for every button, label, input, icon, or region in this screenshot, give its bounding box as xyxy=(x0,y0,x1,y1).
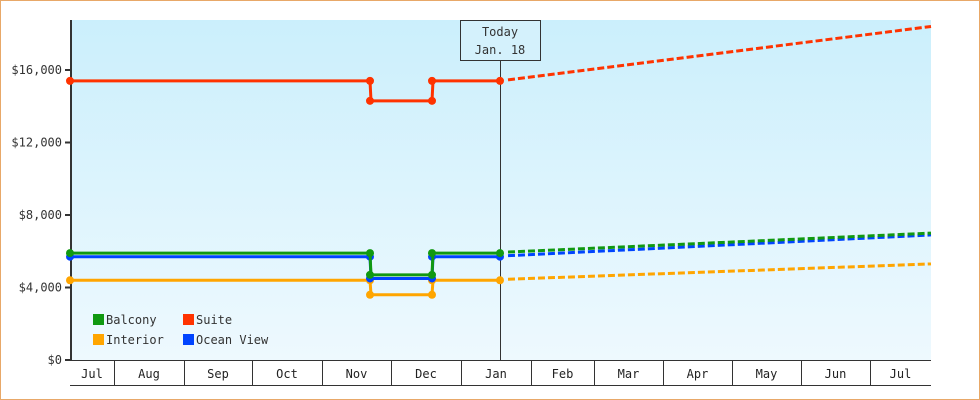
data-point xyxy=(496,249,504,258)
x-month-label: Dec xyxy=(415,367,437,381)
x-axis: Jul Aug Sep Oct Nov Dec Jan Feb Mar Apr May Jun Jul xyxy=(70,360,931,386)
legend: Balcony Suite Interior Ocean View xyxy=(93,313,269,347)
data-point xyxy=(428,249,436,258)
x-month-label: Jul xyxy=(81,367,103,381)
y-tick-label: $16,000 xyxy=(11,63,62,77)
x-month-label: Oct xyxy=(276,367,298,381)
legend-swatch xyxy=(183,334,194,345)
y-tick-label: $0 xyxy=(48,353,62,367)
legend-item-balcony: Balcony xyxy=(93,313,157,327)
x-month-label: Jan xyxy=(485,367,507,381)
y-tick-label: $8,000 xyxy=(19,208,62,222)
x-month-label: Aug xyxy=(138,367,160,381)
data-point xyxy=(496,76,504,85)
legend-label: Suite xyxy=(196,313,232,327)
x-month-label: Sep xyxy=(207,367,229,381)
series-lines xyxy=(66,25,932,299)
x-month-label: Nov xyxy=(346,367,368,381)
legend-item-interior: Interior xyxy=(93,333,164,347)
x-month-label: Apr xyxy=(687,367,709,381)
data-point xyxy=(366,249,374,258)
x-month-label: Jun xyxy=(825,367,847,381)
legend-item-suite: Suite xyxy=(183,313,232,327)
data-point xyxy=(66,249,74,258)
data-point xyxy=(366,290,374,299)
data-point xyxy=(428,76,436,85)
projection-line xyxy=(507,233,932,258)
data-point xyxy=(428,96,436,105)
data-point xyxy=(428,270,436,279)
legend-label: Ocean View xyxy=(196,333,269,347)
data-point xyxy=(366,76,374,85)
y-tick-label: $4,000 xyxy=(19,281,62,295)
series-balcony xyxy=(66,231,932,279)
today-label: Today xyxy=(482,25,518,39)
data-point xyxy=(496,276,504,285)
today-label-box xyxy=(460,20,541,61)
projection-line xyxy=(507,262,932,281)
data-point xyxy=(66,276,74,285)
today-date: Jan. 18 xyxy=(475,43,526,57)
legend-label: Balcony xyxy=(106,313,157,327)
data-point xyxy=(366,270,374,279)
projection-line xyxy=(507,231,932,254)
data-point xyxy=(66,76,74,85)
y-axis: $0 $4,000 $8,000 $12,000 $16,000 xyxy=(11,20,72,367)
legend-swatch xyxy=(183,314,194,325)
y-tick-label: $12,000 xyxy=(11,136,62,150)
projection-line xyxy=(507,25,932,82)
x-month-label: Jul xyxy=(890,367,912,381)
today-marker: Today Jan. 18 xyxy=(460,20,541,360)
series-suite xyxy=(66,25,932,105)
legend-swatch xyxy=(93,334,104,345)
data-point xyxy=(366,96,374,105)
data-point xyxy=(428,290,436,299)
x-month-label: May xyxy=(756,367,778,381)
x-month-label: Feb xyxy=(552,367,574,381)
legend-swatch xyxy=(93,314,104,325)
legend-label: Interior xyxy=(106,333,164,347)
x-month-label: Mar xyxy=(618,367,640,381)
legend-item-ocean-view: Ocean View xyxy=(183,333,269,347)
